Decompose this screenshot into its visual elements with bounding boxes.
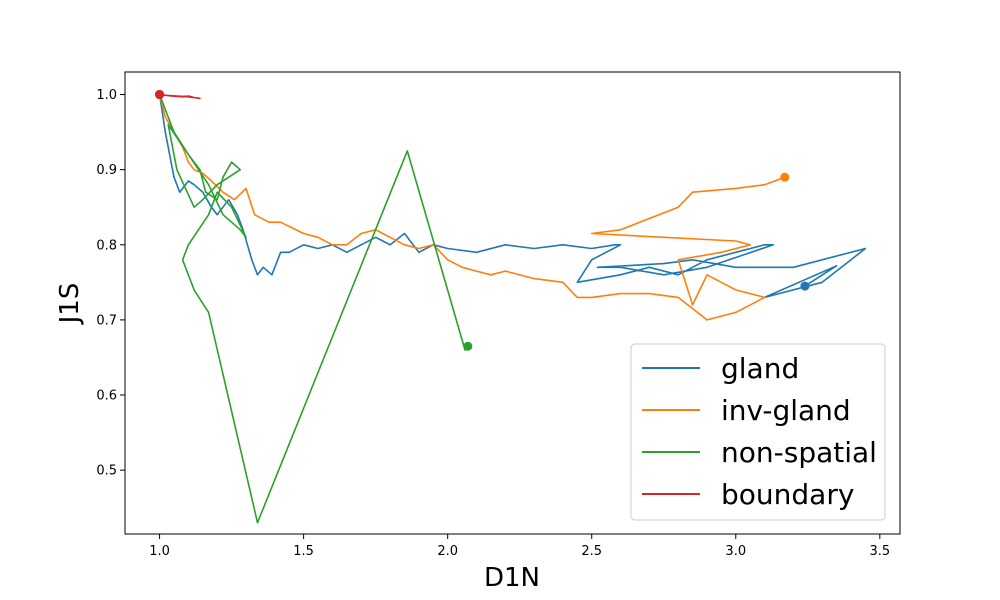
series-line-non-spatial (158, 94, 469, 524)
x-tick-label: 3.5 (869, 544, 890, 559)
legend: gland inv-gland non-spatial boundary (630, 343, 886, 521)
x-tick-label: 1.5 (293, 544, 314, 559)
series-end-point-non-spatial (463, 341, 473, 351)
y-tick-label: 0.9 (96, 163, 117, 178)
plot-frame (124, 71, 901, 535)
y-tick-label: 0.8 (96, 238, 117, 253)
series-end-point-gland (800, 281, 810, 291)
x-tick-label: 2.5 (581, 544, 602, 559)
y-tick-label: 0.6 (96, 389, 117, 404)
series-end-point-inv-gland (780, 172, 790, 182)
endpoint-layer (155, 90, 810, 351)
legend-label-inv-gland: inv-gland (721, 394, 851, 427)
legend-box (630, 343, 886, 521)
x-axis-ticks: 1.0 1.5 2.0 2.5 3.0 3.5 (149, 534, 890, 559)
y-axis-ticks: 0.5 0.6 0.7 0.8 0.9 1.0 (96, 88, 125, 479)
y-tick-label: 0.7 (96, 313, 117, 328)
y-tick-label: 1.0 (96, 88, 117, 103)
series-layer (158, 93, 867, 524)
series-line-boundary (159, 93, 201, 100)
legend-items: gland inv-gland non-spatial boundary (642, 352, 877, 511)
x-tick-label: 3.0 (725, 544, 746, 559)
series-line-inv-gland (158, 94, 786, 321)
series-end-point-boundary (155, 90, 165, 100)
series-line-gland (158, 94, 867, 299)
x-tick-label: 1.0 (149, 544, 170, 559)
y-axis-label: J1S (55, 283, 85, 326)
y-tick-label: 0.5 (96, 464, 117, 479)
x-tick-label: 2.0 (437, 544, 458, 559)
legend-label-boundary: boundary (721, 478, 854, 511)
legend-label-gland: gland (721, 352, 799, 385)
legend-label-non-spatial: non-spatial (721, 436, 877, 469)
x-axis-label: D1N (484, 563, 540, 593)
